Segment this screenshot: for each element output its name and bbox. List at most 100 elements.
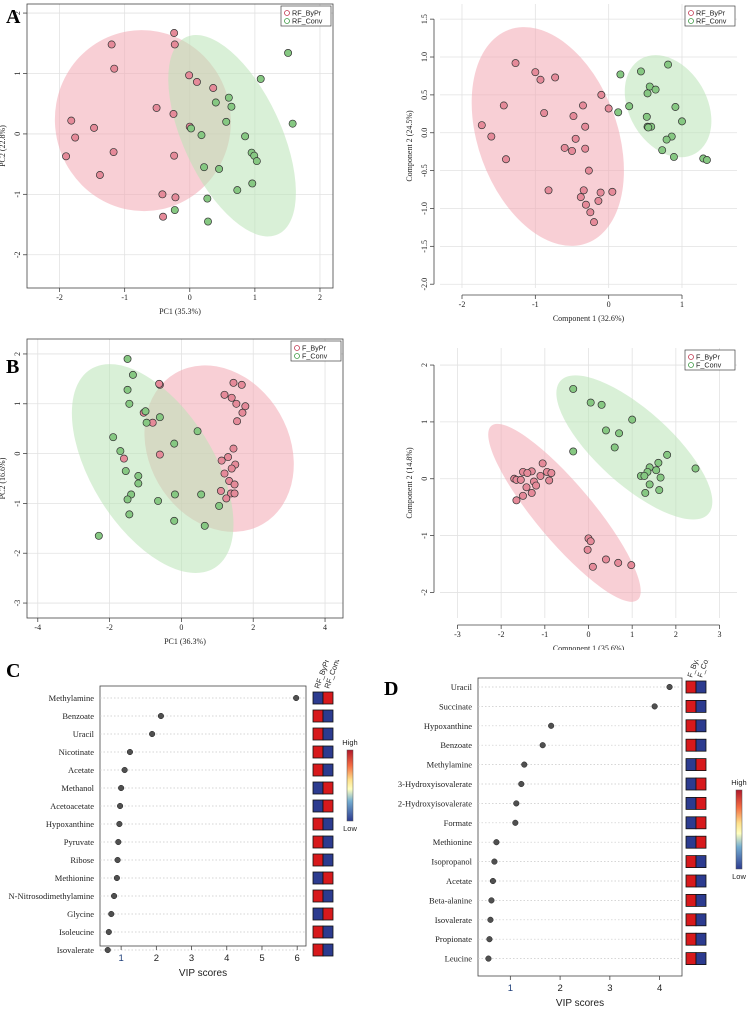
scatter-point-group1: [597, 90, 606, 99]
category-label: N-Nitrosodimethylamine: [9, 891, 95, 901]
x-tick-label: 5: [259, 953, 264, 964]
x-tick-label: 2: [154, 953, 159, 964]
x-tick-label: 0: [179, 623, 183, 632]
heatmap-cell: [685, 719, 697, 733]
scatter-point-group2: [586, 398, 595, 407]
vip-dot: [489, 877, 496, 885]
scatter-point-group2: [252, 157, 261, 166]
scatter-point-group1: [232, 399, 241, 408]
y-tick-label: 0: [420, 477, 429, 481]
x-tick-label: 2: [251, 623, 255, 632]
heatmap-cell: [312, 907, 324, 921]
vip-dot: [117, 802, 124, 810]
vip-dot: [485, 955, 492, 962]
y-tick-label: -2: [13, 251, 22, 258]
vip-dot: [539, 742, 546, 749]
heatmap-cell: [685, 700, 697, 713]
scatter-point-group2: [288, 119, 297, 128]
scatter-point-group2: [628, 415, 637, 424]
confidence-ellipse-group1: [488, 423, 641, 602]
heatmap-cell: [685, 758, 697, 771]
scatter-point-group1: [586, 208, 595, 217]
heatmap-cell: [685, 855, 697, 869]
heatmap-cell: [322, 727, 334, 741]
legend-box: [290, 340, 342, 362]
scatter-point-group1: [584, 166, 593, 175]
scatter-point-group2: [669, 153, 678, 161]
category-label: Acetate: [446, 876, 472, 886]
plot-area: [488, 375, 713, 602]
scatter-point-group1: [233, 417, 242, 426]
heatmap-cell: [322, 943, 334, 957]
vip-dot: [116, 820, 123, 828]
heatmap-cell: [312, 835, 324, 849]
heatmap-cell: [695, 835, 707, 849]
y-axis-label: PC2 (22.8%): [0, 125, 7, 167]
heatmap-cell: [312, 781, 324, 795]
confidence-ellipse-group1: [471, 27, 624, 246]
scatter-point-group1: [594, 196, 603, 205]
scatter-point-group2: [569, 447, 578, 456]
scatter-point-group1: [159, 212, 168, 221]
scatter-point-group1: [224, 453, 233, 462]
plot-frame: [26, 338, 344, 619]
scatter-point-group2: [663, 450, 672, 459]
scatter-point-group2: [610, 443, 619, 452]
scatter-point-group1: [216, 487, 225, 495]
chart-d-vip-f: Uracil Succinate Hypoxanthine Benzoate Methy…: [398, 660, 747, 1009]
colorbar-high-label: High: [342, 738, 357, 747]
scatter-point-group1: [227, 393, 236, 402]
vip-dot: [113, 874, 120, 882]
vip-dot: [108, 910, 115, 918]
scatter-point-group2: [94, 531, 103, 540]
x-tick-label: 4: [224, 953, 229, 964]
scatter-point-group2: [569, 384, 578, 393]
category-label: Leucine: [445, 954, 473, 964]
x-tick-label: 6: [295, 953, 300, 964]
scatter-point-group2: [656, 473, 665, 482]
legend-label: RF_ByPr: [292, 9, 322, 18]
scatter-point-group1: [596, 188, 605, 197]
scatter-point-group2: [154, 496, 163, 505]
plot-area: [54, 29, 297, 237]
scatter-point-group2: [256, 74, 265, 83]
legend-marker: [294, 345, 300, 351]
scatter-point-group1: [583, 545, 592, 554]
scatter-point-group2: [597, 400, 606, 409]
plot-frame: [99, 685, 307, 947]
y-tick-label: 1: [420, 420, 429, 424]
heatmap-cell: [322, 691, 334, 705]
scatter-point-group2: [142, 418, 151, 427]
scatter-point-group1: [532, 481, 541, 490]
chart-c-vip-rf: Methylamine Benzoate Uracil Nicotinate Aceta…: [9, 660, 358, 979]
heatmap-cell: [695, 893, 707, 907]
y-axis-label: Component 2 (14.8%): [405, 447, 414, 519]
category-label: Acetate: [68, 765, 94, 775]
heatmap-cell: [695, 855, 707, 869]
scatter-point-group2: [664, 60, 673, 69]
scatter-point-group2: [123, 495, 132, 504]
legend-marker: [688, 362, 694, 368]
heatmap-cell: [322, 817, 334, 831]
scatter-point-group1: [477, 121, 486, 130]
confidence-ellipse-group2: [556, 375, 713, 520]
category-label: Pyruvate: [64, 837, 94, 847]
scatter-point-group1: [229, 444, 238, 453]
heatmap-cell: [685, 952, 697, 966]
vip-dot: [115, 838, 122, 846]
x-tick-label: 1: [118, 953, 123, 964]
chart-b2-plsda-f: -3 -2 -1 0 1 2 3 -2 -1 0 1 2 Component 1 (35.6%) Comp…: [405, 348, 737, 650]
legend-label: RF_Conv: [292, 17, 323, 26]
heatmap-cell: [312, 763, 324, 777]
heatmap-cell: [322, 835, 334, 849]
scatter-point-group1: [579, 186, 588, 195]
scatter-point-group1: [551, 73, 560, 82]
plot-area: [71, 354, 294, 573]
scatter-point-group2: [215, 165, 224, 173]
category-label: Acetoacetate: [50, 801, 94, 811]
vip-dot: [487, 916, 494, 923]
category-label: Nicotinate: [59, 747, 95, 757]
y-tick-label: -1.0: [420, 202, 429, 215]
scatter-point-group2: [215, 501, 224, 510]
scatter-point-group2: [109, 433, 118, 442]
